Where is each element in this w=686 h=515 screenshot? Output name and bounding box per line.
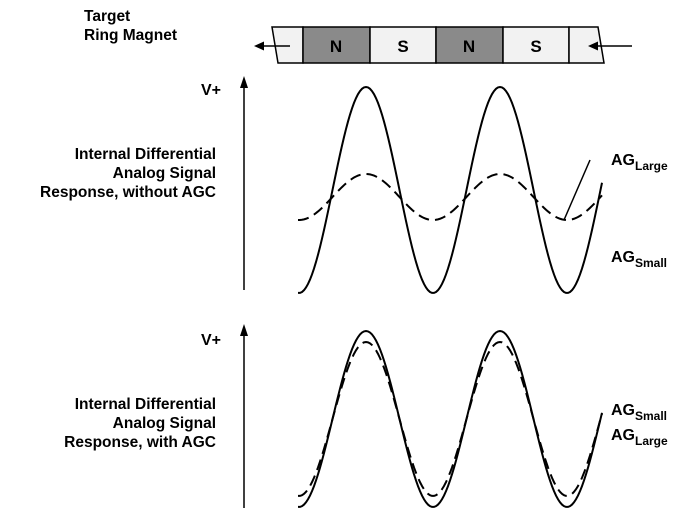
direction-arrow-right-icon <box>588 41 632 51</box>
pole-label-3: N <box>463 37 475 56</box>
bottom-curve-ag-large <box>298 340 603 497</box>
target-label-line1: Target <box>84 8 131 25</box>
ring-magnet: N S N S <box>254 26 632 64</box>
bottom-label-ag-small-sub: Small <box>635 409 667 423</box>
top-label-ag-large-base: AG <box>611 152 635 169</box>
magnet-pole-1 <box>302 26 371 64</box>
magnet-pole-4 <box>502 26 570 64</box>
top-axis-label: V+ <box>201 82 221 99</box>
top-label-ag-small-sub: Small <box>635 256 667 270</box>
magnet-right-end <box>568 26 605 64</box>
target-label-line2: Ring Magnet <box>84 27 177 44</box>
top-panel-axis: V+ <box>201 76 248 290</box>
bottom-label-ag-large: AGLarge <box>611 427 668 448</box>
direction-arrow-left-icon <box>254 41 290 51</box>
magnet-left-end <box>271 26 304 64</box>
top-label-ag-large-sub: Large <box>635 159 668 173</box>
bottom-desc-line1: Internal Differential <box>74 396 216 413</box>
bottom-desc-line2: Analog Signal <box>112 415 216 432</box>
top-curve-ag-large <box>298 172 603 221</box>
bottom-desc-line3: Response, with AGC <box>64 434 216 451</box>
top-curve-ag-small <box>298 85 603 294</box>
bottom-curve-ag-small <box>298 329 603 508</box>
bottom-label-ag-small-base: AG <box>611 402 635 419</box>
target-label: Target Ring Magnet <box>84 7 177 45</box>
bottom-panel-axis: V+ <box>201 324 248 508</box>
bottom-label-ag-large-base: AG <box>611 427 635 444</box>
top-panel-description: Internal Differential Analog Signal Resp… <box>0 145 216 202</box>
top-desc-line2: Analog Signal <box>112 165 216 182</box>
top-label-ag-small-base: AG <box>611 249 635 266</box>
bottom-label-ag-small: AGSmall <box>611 402 667 423</box>
top-label-ag-small: AGSmall <box>611 249 667 270</box>
top-large-leader-line <box>563 159 591 221</box>
top-desc-line1: Internal Differential <box>74 146 216 163</box>
pole-label-1: N <box>330 37 342 56</box>
pole-label-4: S <box>530 37 541 56</box>
bottom-panel-description: Internal Differential Analog Signal Resp… <box>0 395 216 452</box>
top-desc-line3: Response, without AGC <box>40 184 216 201</box>
bottom-label-ag-large-sub: Large <box>635 434 668 448</box>
bottom-axis-label: V+ <box>201 332 221 349</box>
top-label-ag-large: AGLarge <box>611 152 668 173</box>
pole-label-2: S <box>397 37 408 56</box>
